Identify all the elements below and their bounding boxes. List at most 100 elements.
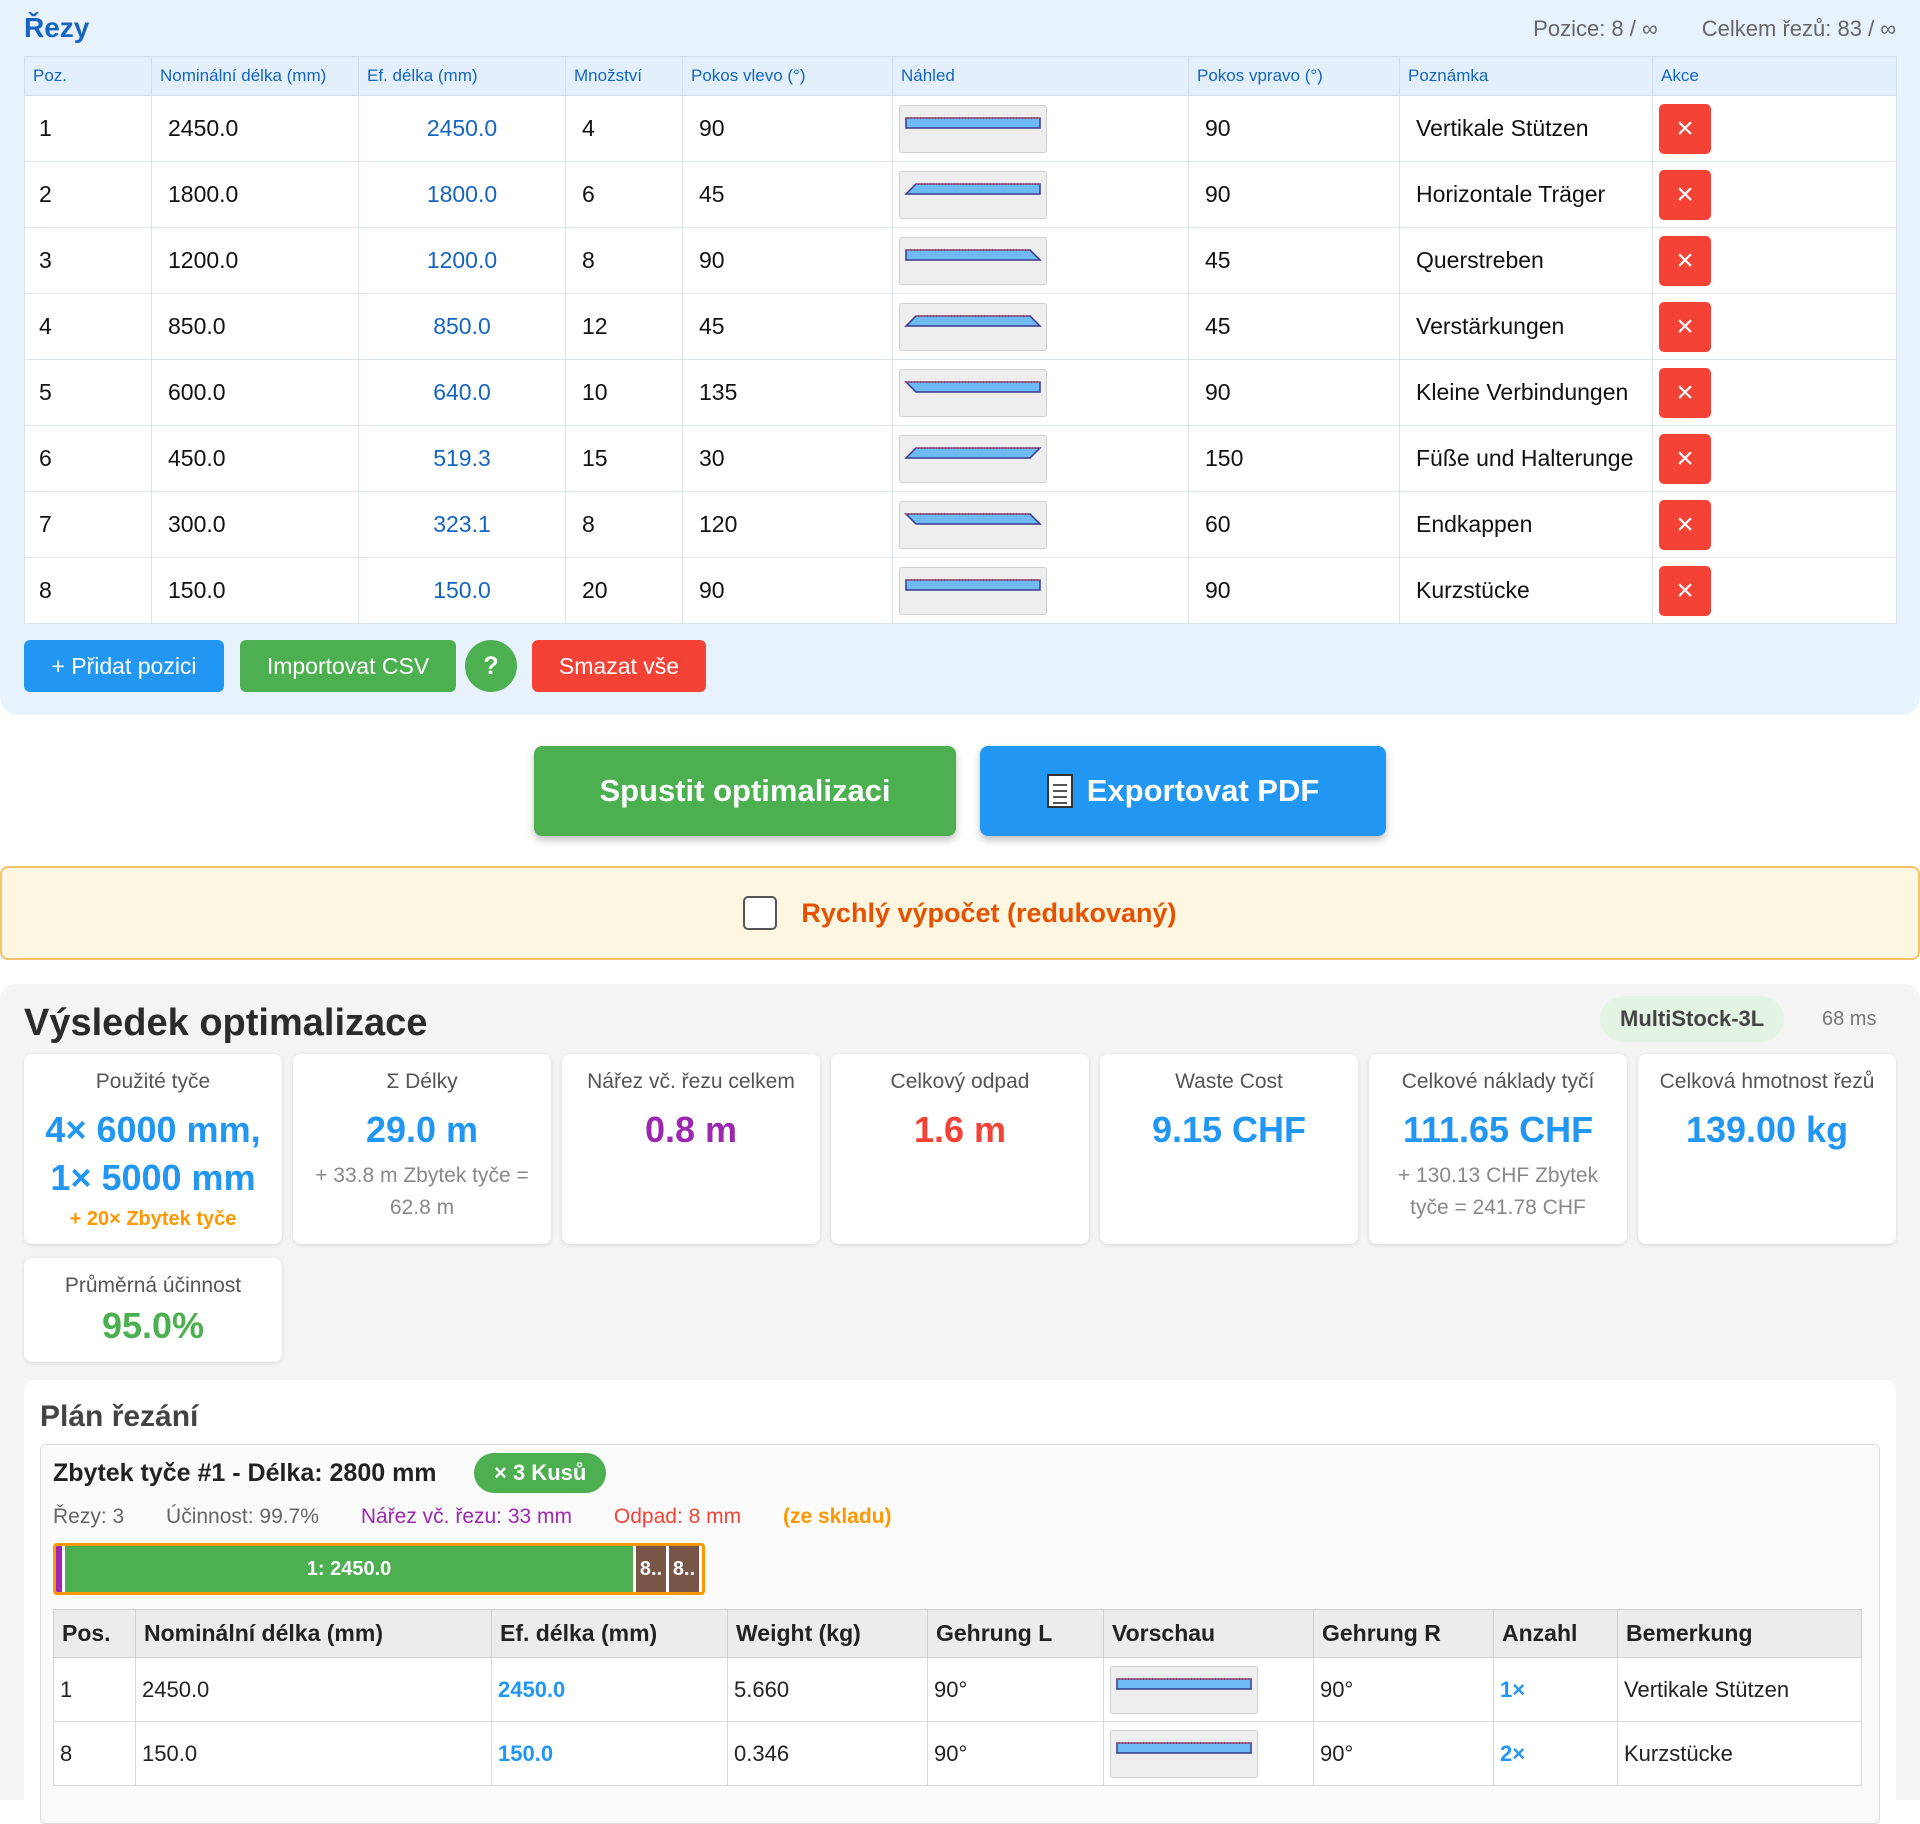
cut-quantity[interactable]: 8 <box>565 491 683 558</box>
cut-nominal-length[interactable]: 300.0 <box>151 491 359 558</box>
cut-miter-left[interactable]: 45 <box>682 161 893 228</box>
plan-pos: 8 <box>53 1721 136 1786</box>
delete-row-button[interactable]: × <box>1659 169 1711 220</box>
cut-preview <box>892 293 1189 360</box>
cut-note[interactable]: Kurzstücke <box>1399 557 1653 624</box>
cut-pos: 7 <box>24 491 152 558</box>
cut-miter-right[interactable]: 90 <box>1188 359 1400 426</box>
cuts-stats: Pozice: 8 / ∞ Celkem řezů: 83 / ∞ <box>1495 16 1896 42</box>
close-icon: × <box>1676 243 1694 277</box>
cut-miter-right[interactable]: 90 <box>1188 557 1400 624</box>
run-optimization-label: Spustit optimalizaci <box>599 773 891 808</box>
delete-row-button[interactable]: × <box>1659 367 1711 418</box>
card-total-cost: Celkové náklady tyčí 111.65 CHF + 130.13… <box>1369 1054 1627 1244</box>
cut-quantity[interactable]: 10 <box>565 359 683 426</box>
cut-miter-left[interactable]: 30 <box>682 425 893 492</box>
cut-miter-left[interactable]: 135 <box>682 359 893 426</box>
cut-note[interactable]: Füße und Halterunge <box>1399 425 1653 492</box>
cut-miter-right[interactable]: 60 <box>1188 491 1400 558</box>
cut-miter-right[interactable]: 45 <box>1188 227 1400 294</box>
profile-preview <box>899 302 1047 351</box>
delete-row-button[interactable]: × <box>1659 235 1711 286</box>
computation-time: 68 ms <box>1822 1008 1877 1030</box>
col-header: Poznámka <box>1399 56 1653 96</box>
cut-miter-left[interactable]: 120 <box>682 491 893 558</box>
bar-segment[interactable]: 8.. <box>669 1546 699 1592</box>
algorithm-badge: MultiStock-3L <box>1600 996 1785 1042</box>
col-header: Nominální délka (mm) <box>135 1609 492 1658</box>
delete-row-button[interactable]: × <box>1659 499 1711 550</box>
cut-row: 8 150.0 150.0 20 90 90 Kurzstücke × <box>24 557 1897 624</box>
cut-nominal-length[interactable]: 1800.0 <box>151 161 359 228</box>
cut-nominal-length[interactable]: 600.0 <box>151 359 359 426</box>
profile-preview <box>899 236 1047 285</box>
cut-note[interactable]: Horizontale Träger <box>1399 161 1653 228</box>
cut-miter-right[interactable]: 90 <box>1188 95 1400 162</box>
delete-row-button[interactable]: × <box>1659 565 1711 616</box>
results-title: Výsledek optimalizace <box>24 1002 428 1044</box>
quick-calc-checkbox[interactable] <box>743 896 778 930</box>
card-value: 0.8 m <box>644 1109 738 1150</box>
card-total-weight: Celková hmotnost řezů 139.00 kg <box>1638 1054 1896 1244</box>
cut-actions: × <box>1652 557 1897 624</box>
cutting-plan: Plán řezání Zbytek tyče #1 - Délka: 2800… <box>24 1380 1896 1824</box>
delete-row-button[interactable]: × <box>1659 301 1711 352</box>
col-header: Gehrung L <box>927 1609 1104 1658</box>
quick-calc-label[interactable]: Rychlý výpočet (redukovaný) <box>801 897 1177 928</box>
export-pdf-button[interactable]: Exportovat PDF <box>980 746 1386 836</box>
cut-quantity[interactable]: 20 <box>565 557 683 624</box>
run-optimization-button[interactable]: Spustit optimalizaci <box>534 746 956 836</box>
cut-miter-left[interactable]: 90 <box>682 95 893 162</box>
cut-miter-left[interactable]: 90 <box>682 227 893 294</box>
col-header: Bemerkung <box>1617 1609 1862 1658</box>
bar-segment[interactable]: 8.. <box>636 1546 666 1592</box>
bar-meta: Řezy: 3 Účinnost: 99.7% Nářez vč. řezu: … <box>53 1505 928 1529</box>
delete-row-button[interactable]: × <box>1659 103 1711 154</box>
cut-quantity[interactable]: 6 <box>565 161 683 228</box>
document-icon <box>1046 774 1073 808</box>
cut-note[interactable]: Endkappen <box>1399 491 1653 558</box>
cut-miter-left[interactable]: 45 <box>682 293 893 360</box>
bar-segment[interactable]: 1: 2450.0 <box>65 1546 633 1592</box>
card-value: 1.6 m <box>913 1109 1007 1150</box>
clear-all-button[interactable]: Smazat vše <box>532 640 706 692</box>
cut-quantity[interactable]: 15 <box>565 425 683 492</box>
cut-note[interactable]: Verstärkungen <box>1399 293 1653 360</box>
cut-pos: 8 <box>24 557 152 624</box>
col-header: Pos. <box>53 1609 136 1658</box>
cut-note[interactable]: Querstreben <box>1399 227 1653 294</box>
card-value-line: 4× 6000 mm, <box>45 1109 261 1150</box>
import-csv-button[interactable]: Importovat CSV <box>240 640 456 692</box>
help-button[interactable]: ? <box>465 640 517 692</box>
cut-miter-right[interactable]: 150 <box>1188 425 1400 492</box>
bar-cuts-table: Pos. Nominální délka (mm) Ef. délka (mm)… <box>53 1609 1862 1786</box>
cut-nominal-length[interactable]: 850.0 <box>151 293 359 360</box>
close-icon: × <box>1676 111 1694 145</box>
cut-quantity[interactable]: 12 <box>565 293 683 360</box>
cut-note[interactable]: Kleine Verbindungen <box>1399 359 1653 426</box>
cut-miter-right[interactable]: 90 <box>1188 161 1400 228</box>
cut-note[interactable]: Vertikale Stützen <box>1399 95 1653 162</box>
delete-row-button[interactable]: × <box>1659 433 1711 484</box>
close-icon: × <box>1676 507 1694 541</box>
bar-source: (ze skladu) <box>782 1505 892 1528</box>
cut-miter-right[interactable]: 45 <box>1188 293 1400 360</box>
cut-miter-left[interactable]: 90 <box>682 557 893 624</box>
add-position-button[interactable]: + Přidat pozici <box>24 640 224 692</box>
cut-nominal-length[interactable]: 1200.0 <box>151 227 359 294</box>
cut-pos: 2 <box>24 161 152 228</box>
cut-actions: × <box>1652 491 1897 558</box>
cut-quantity[interactable]: 8 <box>565 227 683 294</box>
profile-preview <box>899 368 1047 417</box>
col-header: Gehrung R <box>1313 1609 1494 1658</box>
cut-actions: × <box>1652 359 1897 426</box>
col-header: Pokos vlevo (°) <box>682 56 893 96</box>
cut-nominal-length[interactable]: 450.0 <box>151 425 359 492</box>
profile-preview-shape <box>904 182 1041 195</box>
cut-nominal-length[interactable]: 150.0 <box>151 557 359 624</box>
col-header: Weight (kg) <box>727 1609 928 1658</box>
cut-quantity[interactable]: 4 <box>565 95 683 162</box>
bar-card: Zbytek tyče #1 - Délka: 2800 mm × 3 Kusů… <box>40 1444 1880 1824</box>
cut-nominal-length[interactable]: 2450.0 <box>151 95 359 162</box>
cut-preview <box>892 161 1189 228</box>
